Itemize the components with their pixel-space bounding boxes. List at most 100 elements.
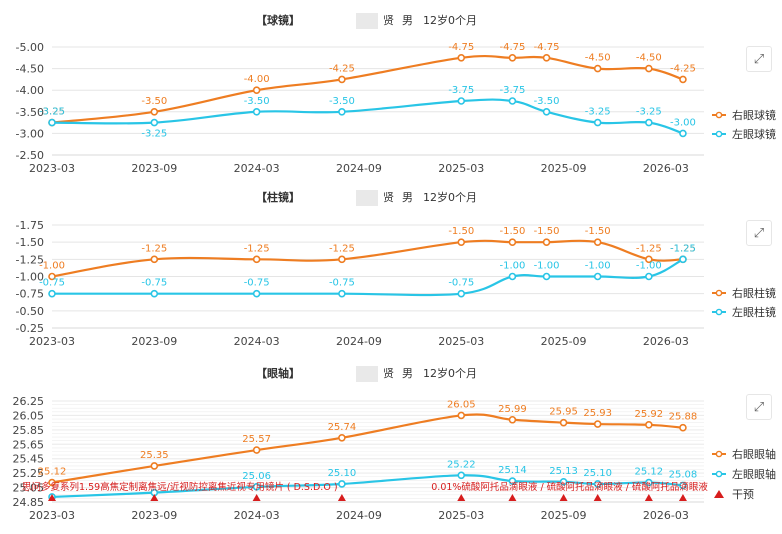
data-point bbox=[338, 108, 346, 116]
y-tick-label: 25.65 bbox=[13, 438, 45, 451]
data-label: 25.22 bbox=[447, 459, 476, 470]
x-tick-label: 2025-03 bbox=[438, 162, 484, 175]
title-name: 贤 bbox=[383, 191, 394, 204]
x-ticks: 2023-03 2023-09 2024-03 2024-09 2025-03 2025-… bbox=[29, 335, 689, 348]
legend-item: 右眼眼轴 bbox=[712, 447, 776, 461]
data-label: -1.00 bbox=[636, 261, 662, 272]
data-label: -4.00 bbox=[244, 74, 270, 85]
data-label: -3.75 bbox=[448, 85, 474, 96]
data-label: -0.75 bbox=[39, 278, 65, 289]
title-age: 12岁0个月 bbox=[423, 13, 477, 27]
legend-marker bbox=[715, 130, 723, 138]
data-point bbox=[508, 238, 517, 246]
data-label: -1.25 bbox=[329, 243, 355, 254]
data-label: -1.25 bbox=[670, 243, 696, 254]
y-tick-label: 25.45 bbox=[13, 453, 45, 466]
data-point bbox=[593, 480, 602, 488]
legend-item: 干预 bbox=[714, 488, 754, 501]
legend-marker bbox=[714, 490, 724, 498]
chart-2: 【眼轴】贤男 12岁0个月26.2526.0525.8525.6525.4525.… bbox=[13, 366, 776, 522]
title-prefix: 【球镜】 bbox=[256, 13, 300, 27]
chart-title: 【球镜】 贤男 12岁0个月 bbox=[256, 13, 477, 29]
x-tick-label: 2024-09 bbox=[336, 509, 382, 522]
series-left: -3.25 -3.25 -3.50 -3.50 -3.75 -3.75 -3.50 -3.25… bbox=[39, 85, 696, 140]
expand-button-sphere[interactable]: ⤢ bbox=[746, 46, 772, 72]
y-tick-label: -3.50 bbox=[16, 106, 44, 119]
title-name: 贤 bbox=[383, 14, 394, 27]
data-label: -4.25 bbox=[329, 63, 355, 74]
series-right: -1.00 -1.25 -1.25 -1.25 -1.50 -1.50 -1.50 -1.50… bbox=[39, 226, 696, 281]
data-point bbox=[645, 272, 653, 281]
chart-0: 【球镜】 贤男 12岁0个月 -5.00 -4.50 -4.00 -3.50 -3.00 -2.… bbox=[16, 13, 776, 175]
data-label: 25.93 bbox=[583, 408, 612, 419]
data-label: -1.50 bbox=[534, 226, 560, 237]
expand-button-axial[interactable]: ⤢ bbox=[746, 394, 772, 420]
data-point bbox=[48, 478, 56, 487]
interventions: 思问多复系列1.59高焦定制离焦远/近视防控离焦近视专用镜片 ( D.S.D.O… bbox=[22, 481, 708, 501]
data-point bbox=[457, 97, 466, 105]
data-point bbox=[150, 289, 159, 298]
legend-label: 右眼眼轴 bbox=[732, 447, 776, 461]
data-point bbox=[593, 238, 602, 246]
data-label: -4.25 bbox=[670, 63, 696, 74]
data-label: 25.35 bbox=[140, 450, 169, 461]
x-tick-label: 2024-03 bbox=[234, 335, 280, 348]
intervention-marker bbox=[150, 494, 159, 501]
y-tick-label: -0.50 bbox=[16, 305, 44, 318]
expand-icon: ⤢ bbox=[753, 225, 765, 241]
y-tick-label: -1.00 bbox=[16, 271, 44, 284]
y-tick-label: 25.25 bbox=[13, 467, 45, 480]
data-label: -3.25 bbox=[39, 107, 65, 118]
title-prefix: 【眼轴】 bbox=[256, 366, 300, 380]
expand-icon: ⤢ bbox=[753, 399, 765, 415]
y-tick-label: -0.25 bbox=[16, 322, 44, 335]
x-tick-label: 2024-03 bbox=[234, 509, 280, 522]
data-label: 25.95 bbox=[549, 407, 578, 418]
x-tick-label: 2025-09 bbox=[541, 335, 587, 348]
data-label: -3.25 bbox=[141, 129, 167, 140]
data-label: -3.25 bbox=[585, 107, 611, 118]
data-label: -4.50 bbox=[636, 53, 662, 64]
legend-marker bbox=[715, 470, 723, 478]
x-tick-label: 2025-09 bbox=[541, 509, 587, 522]
x-tick-label: 2023-09 bbox=[131, 509, 177, 522]
data-point bbox=[252, 289, 261, 298]
data-label: -3.25 bbox=[636, 107, 662, 118]
series-left: -0.75 -0.75 -0.75 -0.75 -0.75 -1.00 -1.00 -1.00… bbox=[39, 243, 696, 298]
legend-item: 左眼球镜 bbox=[712, 127, 776, 141]
legend-label: 右眼球镜 bbox=[732, 108, 776, 122]
data-point bbox=[559, 477, 568, 486]
data-label: -1.00 bbox=[585, 261, 611, 272]
data-label: -3.50 bbox=[244, 96, 270, 107]
y-tick-label: -4.50 bbox=[16, 63, 44, 76]
x-tick-label: 2023-09 bbox=[131, 335, 177, 348]
legend-item: 左眼眼轴 bbox=[712, 467, 776, 481]
data-label: -0.75 bbox=[329, 278, 355, 289]
intervention-marker bbox=[337, 494, 346, 501]
x-tick-label: 2024-09 bbox=[336, 162, 382, 175]
intervention-marker bbox=[559, 494, 568, 501]
data-point bbox=[593, 420, 602, 428]
data-point bbox=[508, 477, 517, 485]
data-label: -1.00 bbox=[534, 261, 560, 272]
legend-marker bbox=[715, 308, 723, 316]
data-label: 25.13 bbox=[549, 466, 578, 477]
expand-button-cylinder[interactable]: ⤢ bbox=[746, 220, 772, 246]
data-label: -0.75 bbox=[141, 278, 167, 289]
data-point bbox=[542, 238, 551, 246]
data-point bbox=[593, 272, 602, 281]
data-label: 25.10 bbox=[328, 468, 357, 479]
y-tick-label: 25.85 bbox=[13, 424, 45, 437]
y-tick-label: -2.50 bbox=[16, 149, 44, 162]
data-point bbox=[48, 272, 56, 281]
x-tick-label: 2023-09 bbox=[131, 162, 177, 175]
data-label: 25.99 bbox=[498, 404, 527, 415]
x-tick-label: 2026-03 bbox=[643, 335, 689, 348]
data-point bbox=[252, 86, 261, 94]
x-tick-label: 2024-09 bbox=[336, 335, 382, 348]
data-point bbox=[150, 255, 159, 264]
data-point bbox=[679, 129, 687, 138]
data-point bbox=[252, 446, 261, 454]
legend-item: 左眼柱镜 bbox=[712, 305, 776, 319]
y-tick-label: -4.00 bbox=[16, 84, 44, 97]
